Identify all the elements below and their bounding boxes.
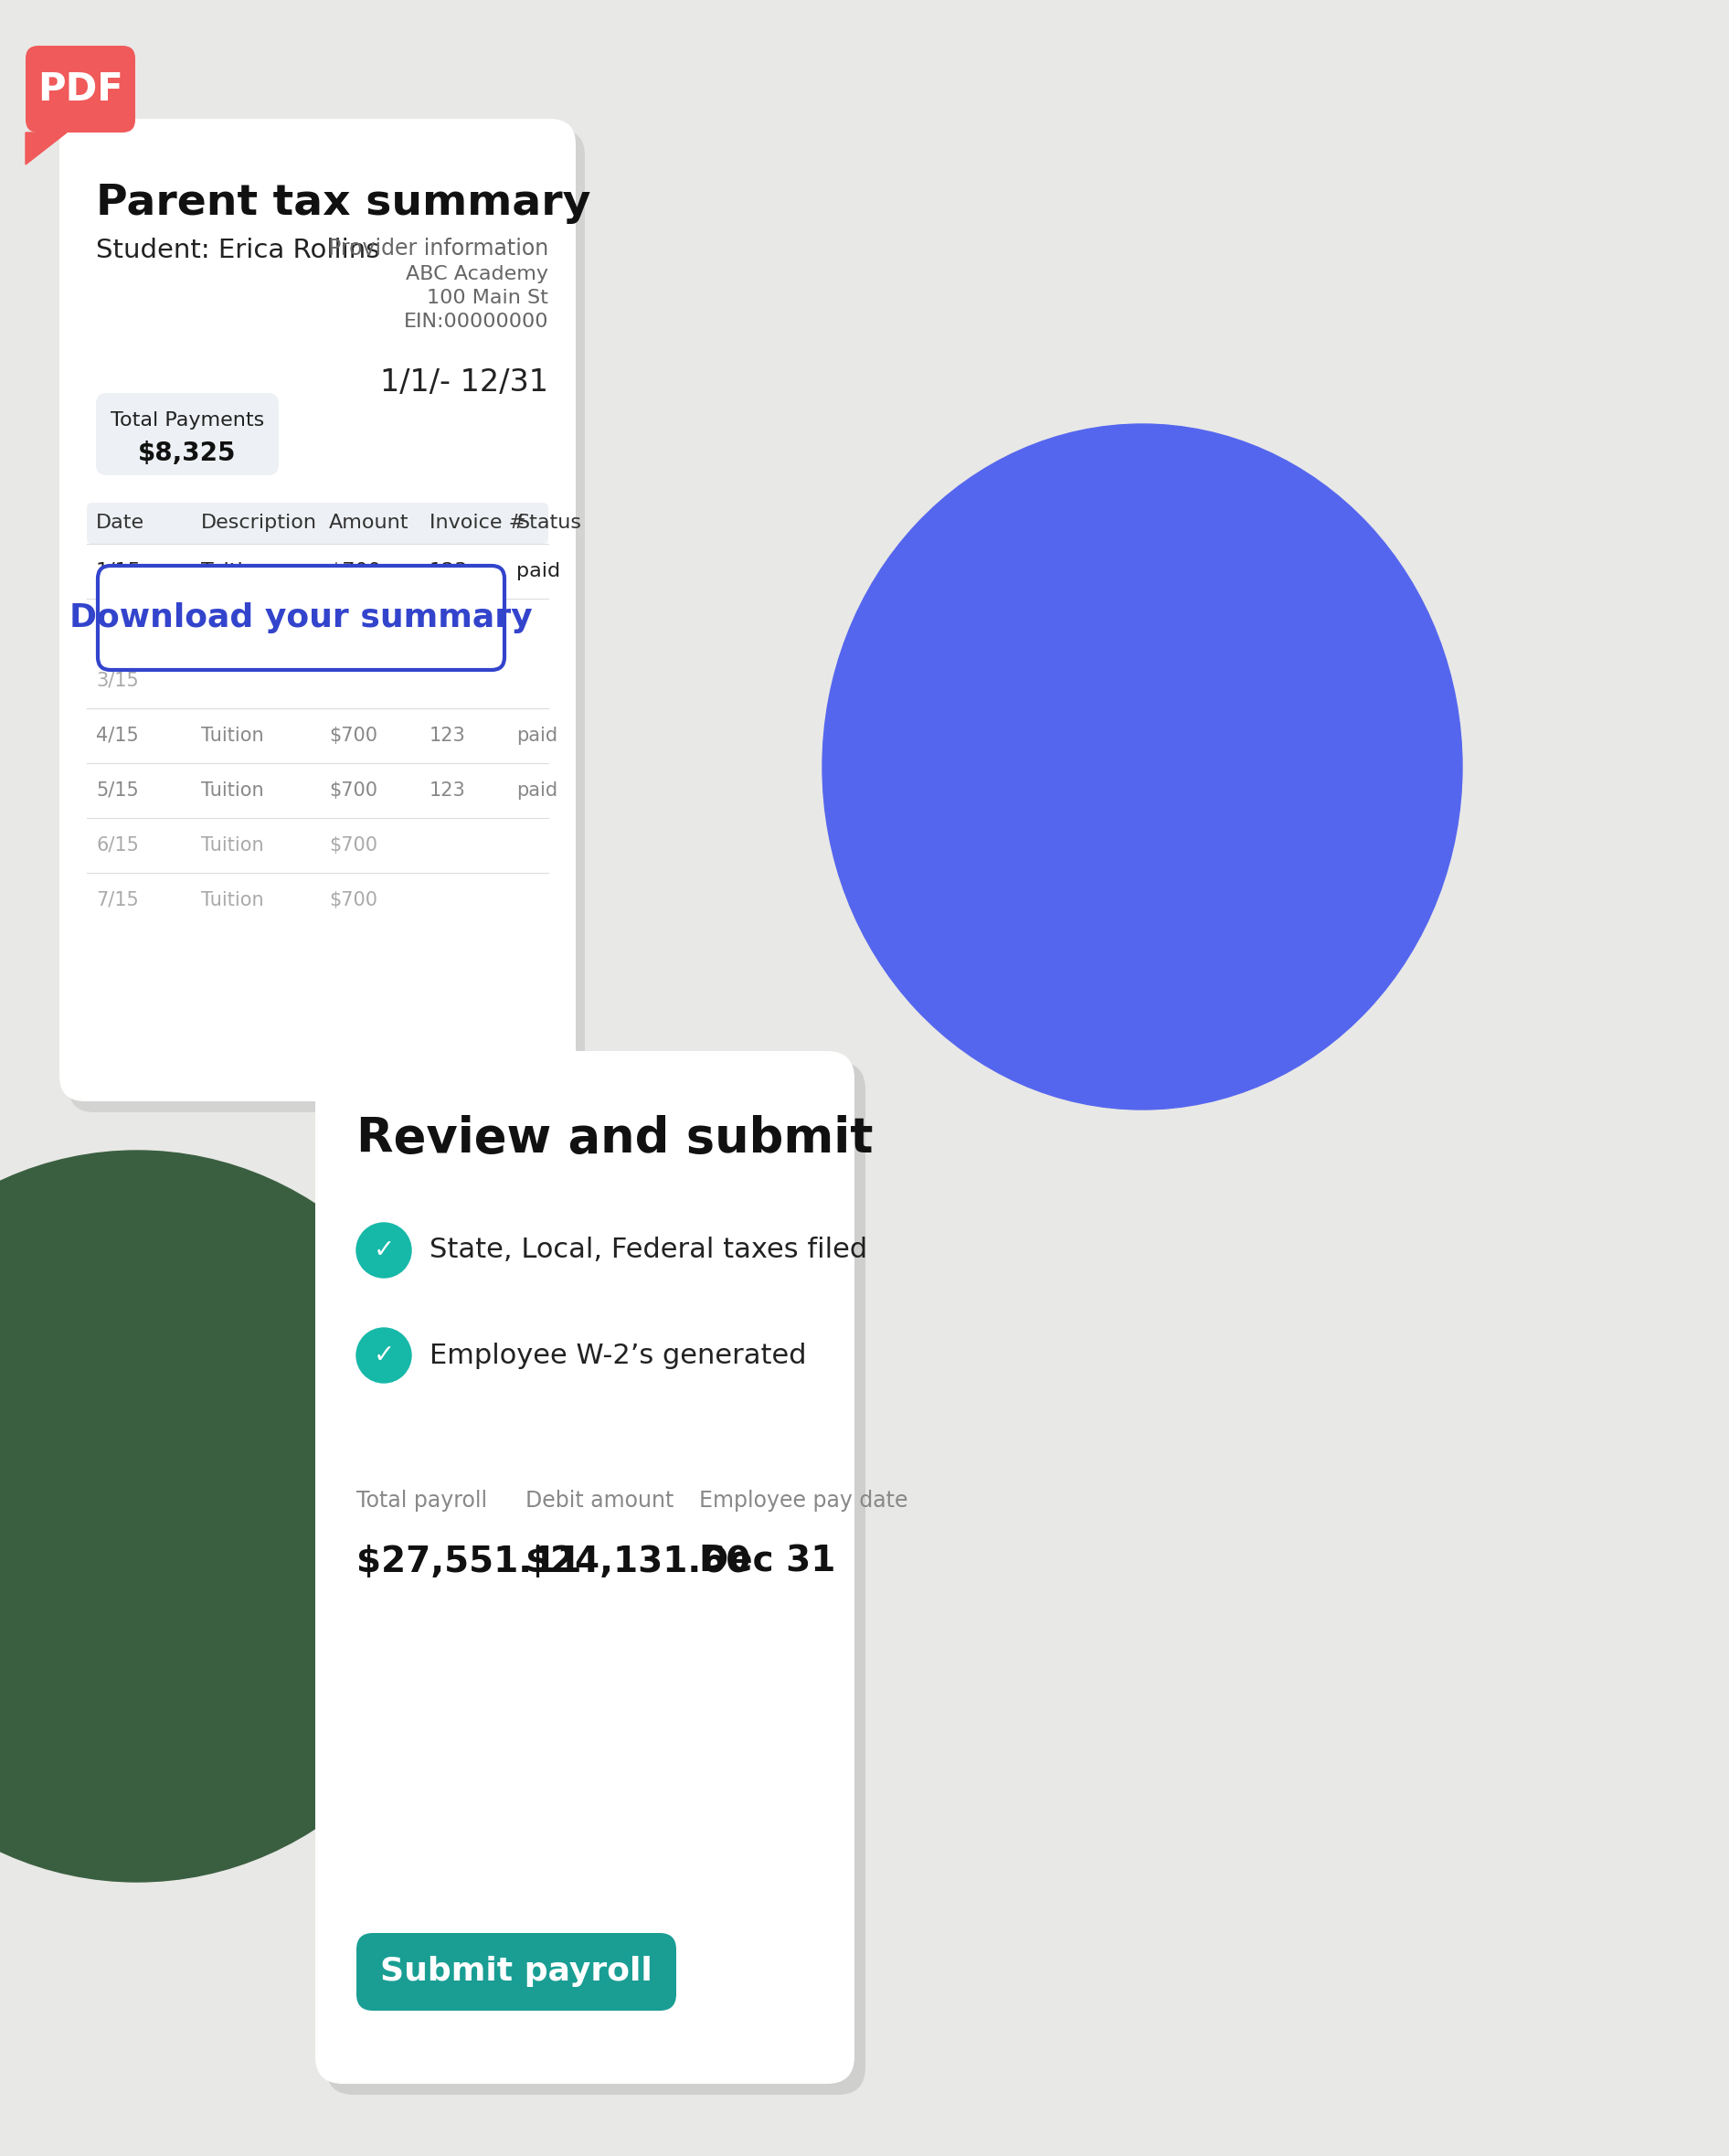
Text: 1/15: 1/15: [95, 563, 142, 580]
Text: Review and submit: Review and submit: [356, 1115, 873, 1162]
Text: 123: 123: [429, 727, 465, 744]
Text: paid: paid: [517, 727, 557, 744]
Text: Tuition: Tuition: [201, 780, 265, 800]
Circle shape: [356, 1222, 412, 1279]
Text: Total Payments: Total Payments: [111, 412, 265, 429]
Text: Invoice #: Invoice #: [429, 513, 526, 533]
Text: ✓: ✓: [373, 1238, 394, 1263]
Polygon shape: [26, 132, 67, 164]
Ellipse shape: [0, 1151, 479, 1882]
Text: paid: paid: [517, 563, 560, 580]
Text: $700: $700: [329, 780, 377, 800]
Text: Total payroll: Total payroll: [356, 1490, 488, 1511]
FancyBboxPatch shape: [59, 119, 576, 1102]
Text: Tuition: Tuition: [201, 890, 265, 910]
Text: Parent tax summary: Parent tax summary: [95, 183, 591, 224]
Text: Employee W-2’s generated: Employee W-2’s generated: [429, 1343, 806, 1369]
Ellipse shape: [823, 425, 1463, 1110]
Text: Amount: Amount: [329, 513, 410, 533]
Text: ✓: ✓: [373, 1343, 394, 1369]
Text: 4/15: 4/15: [95, 727, 138, 744]
Text: Date: Date: [95, 513, 145, 533]
Text: 123: 123: [429, 563, 469, 580]
Text: Submit payroll: Submit payroll: [380, 1955, 652, 1988]
Text: $24,131.60: $24,131.60: [526, 1544, 750, 1580]
Text: $8,325: $8,325: [138, 440, 237, 466]
Text: Student: Erica Rollins: Student: Erica Rollins: [95, 237, 380, 263]
FancyBboxPatch shape: [95, 392, 278, 474]
Text: 100 Main St: 100 Main St: [427, 289, 548, 306]
Text: 1/1/- 12/31: 1/1/- 12/31: [380, 367, 548, 397]
Text: EIN:00000000: EIN:00000000: [403, 313, 548, 330]
Text: 3/15: 3/15: [95, 673, 138, 690]
Text: $700: $700: [329, 890, 377, 910]
FancyBboxPatch shape: [356, 1934, 676, 2012]
FancyBboxPatch shape: [315, 1050, 854, 2085]
Text: Dec 31: Dec 31: [699, 1544, 835, 1580]
Text: 2/15: 2/15: [95, 617, 138, 636]
Text: Tuition: Tuition: [201, 837, 265, 854]
Text: Status: Status: [517, 513, 581, 533]
Text: Tuition: Tuition: [201, 563, 268, 580]
Text: $700: $700: [329, 563, 380, 580]
FancyBboxPatch shape: [327, 1063, 866, 2096]
Text: 5/15: 5/15: [95, 780, 138, 800]
Text: $700: $700: [329, 837, 377, 854]
FancyBboxPatch shape: [26, 45, 135, 132]
Text: paid: paid: [517, 780, 557, 800]
Text: Provider information: Provider information: [329, 237, 548, 259]
Text: 6/15: 6/15: [95, 837, 138, 854]
FancyBboxPatch shape: [86, 502, 548, 543]
Text: Download your summary: Download your summary: [69, 602, 533, 634]
Text: 7/15: 7/15: [95, 890, 138, 910]
Text: Tuition: Tuition: [201, 727, 265, 744]
Text: 123: 123: [429, 780, 465, 800]
FancyBboxPatch shape: [69, 129, 584, 1112]
Text: Description: Description: [201, 513, 316, 533]
Text: Debit amount: Debit amount: [526, 1490, 674, 1511]
FancyBboxPatch shape: [99, 565, 505, 671]
Text: ABC Academy: ABC Academy: [406, 265, 548, 282]
Text: State, Local, Federal taxes filed: State, Local, Federal taxes filed: [429, 1238, 868, 1263]
Text: Employee pay date: Employee pay date: [699, 1490, 908, 1511]
Text: PDF: PDF: [38, 69, 123, 108]
Circle shape: [356, 1328, 412, 1382]
Text: $27,551.11: $27,551.11: [356, 1544, 581, 1580]
Text: $700: $700: [329, 727, 377, 744]
